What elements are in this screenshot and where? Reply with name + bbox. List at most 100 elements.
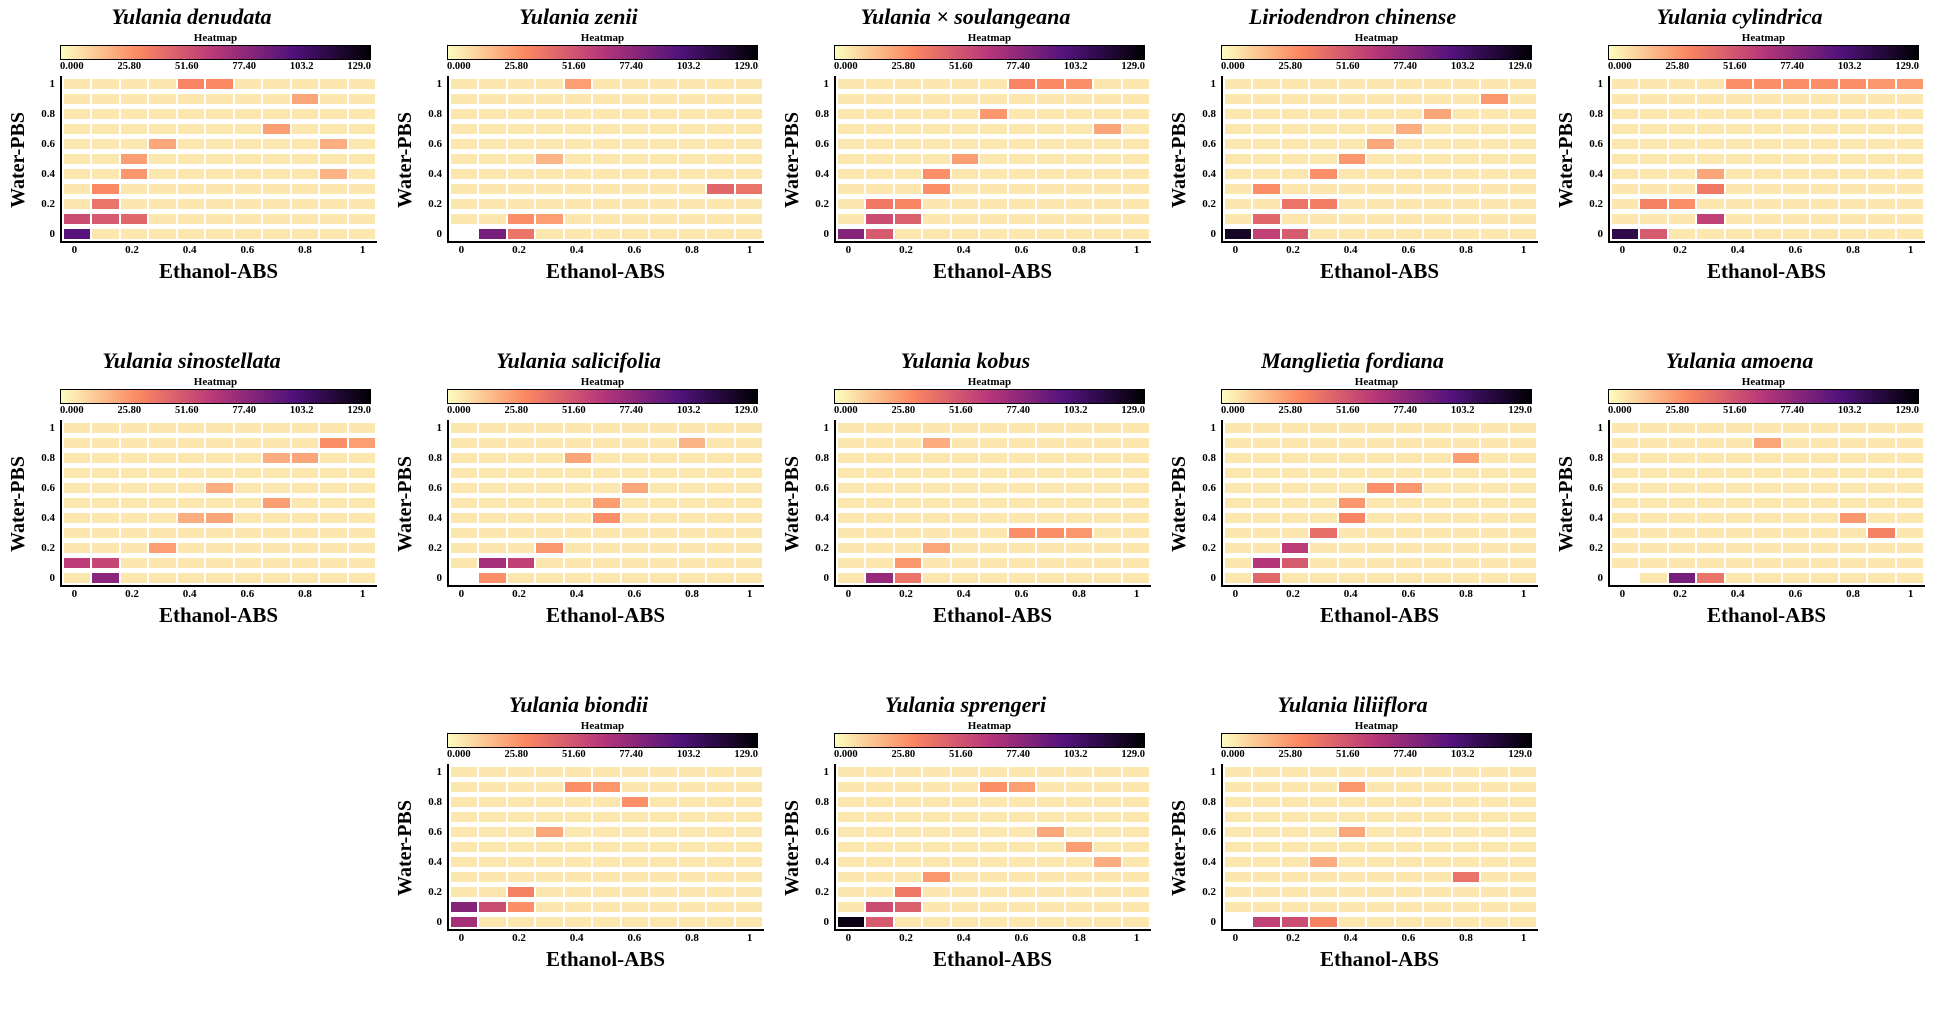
heatmap-cell [1697,183,1724,194]
heatmap-cell [1509,811,1536,822]
heatmap-cell [894,572,922,583]
x-tick-label: 0.8 [1459,932,1473,944]
heatmap-cell [1225,108,1252,119]
x-axis-label: Ethanol-ABS [1706,603,1827,627]
heatmap-cell [1094,467,1121,478]
heatmap-cell [894,452,922,463]
colorbar-tick-label: 51.60 [174,61,199,72]
y-axis-label: Water-PBS [6,76,30,243]
heatmap-cell [1065,542,1093,553]
panel-title: Yulania amoena [1665,348,1814,373]
heatmap-cell [206,213,233,224]
heatmap-cell [1668,542,1696,553]
heatmap-cell [451,138,478,149]
heatmap-row [1610,76,1925,91]
colorbar-tick-label: 51.60 [1335,61,1360,72]
heatmap-cell [866,856,893,867]
heatmap-cell [1424,826,1451,837]
heatmap-cell [1452,153,1480,164]
heatmap-cell [621,183,649,194]
y-tick-label: 0.8 [1589,451,1603,464]
heatmap-cell [1008,198,1036,209]
x-tick-label: 0.8 [1072,588,1086,600]
heatmap-cell [1668,168,1696,179]
heatmap-cell [564,198,592,209]
heatmap-cell [980,153,1007,164]
colorbar-tick-label: 0.000 [834,61,858,72]
heatmap-cell [64,183,91,194]
heatmap-cell [980,497,1007,508]
heatmap-cell [1481,512,1508,523]
heatmap-cell [707,781,734,792]
heatmap-cell [923,108,950,119]
heatmap-row [1223,570,1538,585]
colorbar-tick-label: 103.2 [676,61,701,72]
colorbar-block: Heatmap 0.000 25.80 51.60 77.40 103.2 129.0 [1221,720,1532,762]
heatmap-cell [951,78,979,89]
heatmap-cell [1640,168,1667,179]
y-tick-label: 0.8 [1202,795,1216,808]
heatmap-cell [1668,198,1696,209]
colorbar-tick-label: 77.40 [1393,61,1418,72]
heatmap-cell [650,422,677,433]
heatmap-cell [923,497,950,508]
x-tick-label: 0.4 [956,244,971,256]
heatmap-cell [1640,183,1667,194]
colorbar-tick-label: 0.000 [447,405,471,416]
heatmap-cell [1811,482,1838,493]
heatmap-cell [866,512,893,523]
heatmap-cell [234,452,262,463]
heatmap-cell [1253,901,1280,912]
colorbar-tick-label: 129.0 [1895,61,1919,72]
heatmap-row [449,465,764,480]
heatmap-cell [838,557,865,568]
heatmap-cell [564,422,592,433]
heatmap-cell [1122,826,1149,837]
heatmap-cell [120,497,148,508]
heatmap-cell [1811,168,1838,179]
heatmap-row [1223,779,1538,794]
heatmap-cell [1310,198,1337,209]
colorbar-tick-label: 103.2 [289,405,314,416]
y-tick-label: 0.2 [1202,541,1216,554]
heatmap-cell [894,557,922,568]
heatmap-cell [980,168,1007,179]
heatmap-cell [1037,138,1064,149]
x-axis-spacer [780,243,834,259]
heatmap-row [1223,450,1538,465]
heatmap-row [449,181,764,196]
heatmap-cell [1754,512,1781,523]
heatmap-cell [1338,527,1366,538]
heatmap-cell [1395,228,1423,239]
heatmap-cell [1725,138,1753,149]
colorbar-tick-label: 25.80 [117,405,142,416]
heatmap-cell [866,168,893,179]
heatmap-cell [1037,856,1064,867]
y-axis-label-text: Water-PBS [393,799,416,896]
heatmap-cell [923,213,950,224]
plot-area: Water-PBS 1 0.8 0.6 0.4 0.2 0 [393,764,764,931]
heatmap-cell [1868,542,1895,553]
heatmap-cell [1424,108,1451,119]
heatmap-cell [707,916,734,927]
heatmap-cell [1896,482,1923,493]
y-tick-label: 0.2 [815,885,829,898]
heatmap-row [836,121,1151,136]
heatmap-cell [206,542,233,553]
y-axis-label: Water-PBS [780,764,804,931]
x-axis: 0 0.2 0.4 0.6 0.8 1 [1167,931,1538,947]
plot-area: Water-PBS 1 0.8 0.6 0.4 0.2 0 [6,76,377,243]
heatmap-cell [1868,183,1895,194]
y-tick-label: 0.2 [428,885,442,898]
heatmap-cell [564,452,592,463]
heatmap-cell [1065,93,1093,104]
heatmap-cell [593,198,620,209]
heatmap-row [1610,495,1925,510]
heatmap-cell [1253,856,1280,867]
heatmap-cell [564,213,592,224]
heatmap-cell [1424,183,1451,194]
heatmap-cell [536,482,563,493]
y-tick-label: 0.4 [41,167,55,180]
heatmap-cell [564,572,592,583]
heatmap-cell [348,138,375,149]
